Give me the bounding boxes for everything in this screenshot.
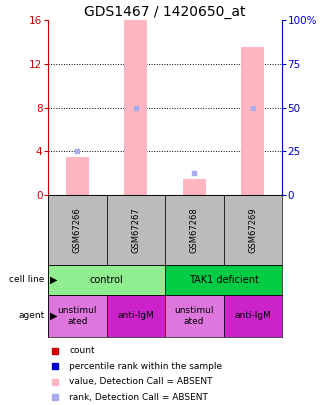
Text: count: count xyxy=(69,346,95,355)
Text: cell line: cell line xyxy=(9,275,45,284)
Bar xyxy=(107,295,165,337)
Text: TAK1 deficient: TAK1 deficient xyxy=(188,275,258,285)
Bar xyxy=(165,265,282,295)
Bar xyxy=(48,195,107,265)
Bar xyxy=(165,195,223,265)
Text: GSM67266: GSM67266 xyxy=(73,207,82,253)
Bar xyxy=(165,295,223,337)
Text: ▶: ▶ xyxy=(50,275,57,285)
Text: rank, Detection Call = ABSENT: rank, Detection Call = ABSENT xyxy=(69,393,208,402)
Text: ▶: ▶ xyxy=(50,311,57,321)
Text: agent: agent xyxy=(18,311,45,320)
Text: GSM67269: GSM67269 xyxy=(248,207,257,253)
Text: value, Detection Call = ABSENT: value, Detection Call = ABSENT xyxy=(69,377,213,386)
Text: unstimul
ated: unstimul ated xyxy=(175,306,214,326)
Bar xyxy=(124,20,148,195)
Bar xyxy=(48,295,107,337)
Bar xyxy=(107,195,165,265)
Text: anti-IgM: anti-IgM xyxy=(234,311,271,320)
Text: GSM67267: GSM67267 xyxy=(131,207,140,253)
Bar xyxy=(223,295,282,337)
Text: GSM67268: GSM67268 xyxy=(190,207,199,253)
Text: percentile rank within the sample: percentile rank within the sample xyxy=(69,362,222,371)
Title: GDS1467 / 1420650_at: GDS1467 / 1420650_at xyxy=(84,5,246,19)
Text: unstimul
ated: unstimul ated xyxy=(57,306,97,326)
Bar xyxy=(48,265,165,295)
Bar xyxy=(241,47,264,195)
Text: anti-IgM: anti-IgM xyxy=(117,311,154,320)
Bar xyxy=(66,157,89,195)
Text: control: control xyxy=(90,275,123,285)
Bar xyxy=(182,179,206,195)
Bar xyxy=(223,195,282,265)
